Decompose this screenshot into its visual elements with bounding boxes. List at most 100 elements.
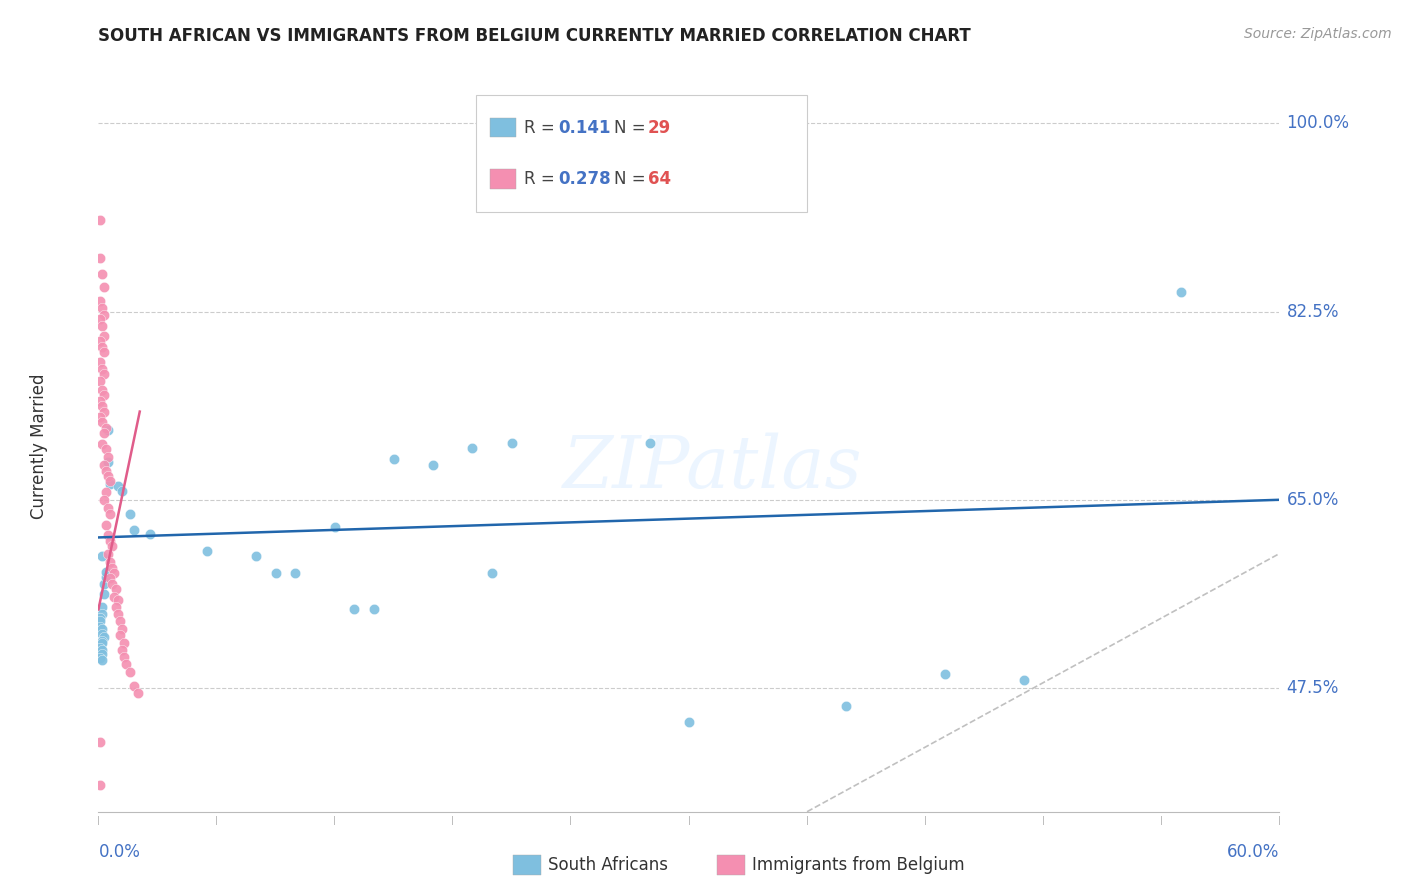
Point xyxy=(107,479,129,493)
Point xyxy=(638,435,661,450)
Point xyxy=(101,539,124,553)
Point xyxy=(323,519,346,533)
Text: Immigrants from Belgium: Immigrants from Belgium xyxy=(752,856,965,874)
Point xyxy=(98,476,121,491)
Point xyxy=(91,643,114,657)
Point xyxy=(89,393,111,408)
Point xyxy=(91,636,114,650)
Point xyxy=(111,643,134,657)
Point xyxy=(245,549,267,563)
Point xyxy=(98,571,121,585)
Point xyxy=(96,485,118,500)
Point xyxy=(89,293,111,308)
Point xyxy=(96,565,118,579)
Point xyxy=(93,388,115,402)
Point xyxy=(91,399,114,413)
Text: N =: N = xyxy=(614,170,651,188)
Text: |: | xyxy=(688,816,690,825)
Text: |: | xyxy=(1278,816,1281,825)
Point xyxy=(93,587,115,601)
Point xyxy=(96,517,118,532)
Point xyxy=(107,607,129,621)
Point xyxy=(96,442,118,457)
Point xyxy=(89,651,111,665)
Text: |: | xyxy=(1042,816,1045,825)
Point xyxy=(93,576,115,591)
Point xyxy=(91,318,114,333)
Point xyxy=(1170,285,1192,300)
Point xyxy=(118,665,141,679)
Point xyxy=(93,426,115,441)
Text: 0.141: 0.141 xyxy=(558,119,610,136)
Point xyxy=(103,590,125,604)
Point xyxy=(122,523,145,537)
Point xyxy=(91,340,114,354)
Point xyxy=(91,437,114,451)
Point xyxy=(91,415,114,429)
Point xyxy=(264,566,287,580)
Point xyxy=(93,308,115,322)
Point xyxy=(91,361,114,376)
Point xyxy=(284,566,307,580)
Point xyxy=(195,544,218,558)
Text: 47.5%: 47.5% xyxy=(1286,679,1339,697)
Text: ZIPatlas: ZIPatlas xyxy=(562,433,862,503)
Point xyxy=(89,615,111,629)
Point xyxy=(97,547,120,561)
Point xyxy=(96,464,118,478)
Point xyxy=(835,699,858,714)
Point xyxy=(91,633,114,648)
Text: |: | xyxy=(333,816,336,825)
Point xyxy=(461,441,484,455)
Text: 0.0%: 0.0% xyxy=(98,843,141,861)
Point xyxy=(98,475,121,489)
Point xyxy=(91,600,114,615)
Point xyxy=(91,647,114,661)
Point xyxy=(101,560,124,574)
Point xyxy=(97,455,120,469)
Point xyxy=(111,484,134,499)
Point xyxy=(93,280,115,294)
Point xyxy=(91,301,114,316)
Point xyxy=(122,679,145,693)
Text: R =: R = xyxy=(524,170,560,188)
Text: 100.0%: 100.0% xyxy=(1286,114,1350,132)
Point xyxy=(103,566,125,580)
Point xyxy=(91,267,114,281)
Point xyxy=(89,409,111,424)
Point xyxy=(98,533,121,548)
Point xyxy=(107,592,129,607)
Point xyxy=(481,566,503,580)
Text: Source: ZipAtlas.com: Source: ZipAtlas.com xyxy=(1244,27,1392,41)
Point xyxy=(118,507,141,521)
Text: 82.5%: 82.5% xyxy=(1286,302,1339,320)
Point xyxy=(93,492,115,507)
Point xyxy=(98,555,121,569)
Point xyxy=(89,213,111,227)
Point xyxy=(96,570,118,584)
Point xyxy=(105,600,128,615)
Point xyxy=(89,641,111,656)
Text: |: | xyxy=(97,816,100,825)
Text: 0.278: 0.278 xyxy=(558,170,610,188)
Point xyxy=(97,423,120,437)
Point xyxy=(108,615,131,629)
Point xyxy=(101,576,124,591)
Text: 60.0%: 60.0% xyxy=(1227,843,1279,861)
Point xyxy=(93,345,115,359)
Point xyxy=(112,636,135,650)
Point xyxy=(89,620,111,634)
Point xyxy=(89,334,111,348)
Point xyxy=(934,667,956,681)
Point xyxy=(91,653,114,667)
Point xyxy=(93,367,115,381)
Text: |: | xyxy=(569,816,572,825)
Point xyxy=(97,528,120,542)
Text: SOUTH AFRICAN VS IMMIGRANTS FROM BELGIUM CURRENTLY MARRIED CORRELATION CHART: SOUTH AFRICAN VS IMMIGRANTS FROM BELGIUM… xyxy=(98,27,972,45)
Point xyxy=(1012,673,1035,688)
Point xyxy=(501,435,523,450)
Text: R =: R = xyxy=(524,119,560,136)
Text: 64: 64 xyxy=(648,170,671,188)
Point xyxy=(127,686,149,700)
Point xyxy=(115,657,138,672)
